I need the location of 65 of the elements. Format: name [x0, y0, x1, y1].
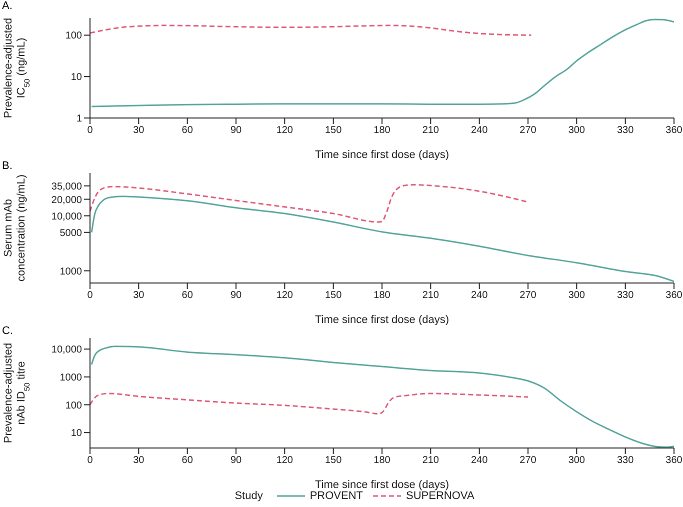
x-tick-label: 270: [520, 290, 537, 302]
y-tick-label: 10: [70, 72, 82, 84]
y-tick-label: 10: [70, 428, 82, 440]
y-tick-label: 10,000: [51, 211, 82, 222]
x-tick-label: 360: [666, 290, 683, 302]
x-tick-label: 270: [520, 125, 537, 136]
y-tick-label: 1: [76, 114, 82, 125]
x-tick-label: 210: [422, 125, 440, 136]
y-tick-label: 100: [65, 400, 82, 412]
chart-title: B.: [2, 160, 12, 172]
x-tick-label: 30: [133, 125, 145, 136]
chart-title: A.: [2, 0, 12, 12]
y-tick-label: 1000: [60, 372, 82, 384]
x-tick-label: 360: [666, 125, 683, 136]
x-tick-label: 90: [230, 455, 242, 466]
legend-label: PROVENT: [310, 490, 364, 502]
x-tick-label: 300: [568, 125, 586, 136]
x-tick-label: 120: [276, 290, 294, 302]
x-tick-label: 30: [133, 290, 145, 302]
x-tick-label: 210: [422, 455, 440, 466]
y-tick-label: 35,000: [51, 181, 82, 192]
x-tick-label: 180: [374, 455, 391, 466]
y-axis-title: Serum mAb concentration (ng/mL): [2, 174, 28, 282]
x-tick-label: 60: [182, 125, 194, 136]
x-tick-label: 300: [568, 290, 586, 302]
x-tick-label: 240: [470, 125, 488, 136]
y-tick-label: 10,000: [51, 344, 82, 356]
x-tick-label: 0: [87, 455, 94, 466]
legend-label: SUPERNOVA: [406, 490, 474, 502]
y-tick-label: 1000: [60, 266, 82, 278]
y-tick-label: 20,000: [51, 194, 82, 206]
chart-title: C.: [2, 325, 13, 337]
x-tick-label: 270: [520, 455, 537, 466]
x-tick-label: 30: [133, 455, 145, 466]
x-axis-title: Time since first dose (days): [314, 479, 450, 491]
line-series: [90, 392, 529, 415]
x-tick-label: 330: [616, 125, 634, 136]
x-tick-label: 150: [324, 455, 342, 466]
x-tick-label: 90: [230, 290, 242, 302]
x-tick-label: 360: [666, 455, 683, 466]
x-tick-label: 330: [616, 455, 634, 466]
x-tick-label: 0: [87, 125, 94, 136]
legend-title: Study: [234, 490, 263, 502]
y-tick-label: 100: [65, 30, 82, 42]
x-tick-label: 0: [87, 290, 94, 302]
line-series: [90, 18, 674, 108]
x-tick-label: 90: [230, 125, 242, 136]
x-tick-label: 120: [276, 125, 294, 136]
x-tick-label: 240: [470, 290, 488, 302]
x-tick-label: 240: [470, 455, 488, 466]
x-axis-title: Time since first dose (days): [314, 314, 450, 326]
x-tick-label: 150: [324, 125, 342, 136]
line-series: [90, 24, 532, 36]
x-tick-label: 60: [182, 455, 194, 466]
line-series: [90, 184, 529, 223]
x-tick-label: 210: [422, 290, 440, 302]
x-tick-label: 180: [374, 290, 391, 302]
x-tick-label: 150: [324, 290, 342, 302]
x-axis-title: Time since first dose (days): [314, 149, 450, 161]
x-tick-label: 60: [182, 290, 194, 302]
y-tick-label: 5000: [60, 228, 82, 239]
x-tick-label: 180: [374, 125, 391, 136]
x-tick-label: 330: [616, 290, 634, 302]
x-tick-label: 300: [568, 455, 586, 466]
x-tick-label: 120: [276, 455, 294, 466]
